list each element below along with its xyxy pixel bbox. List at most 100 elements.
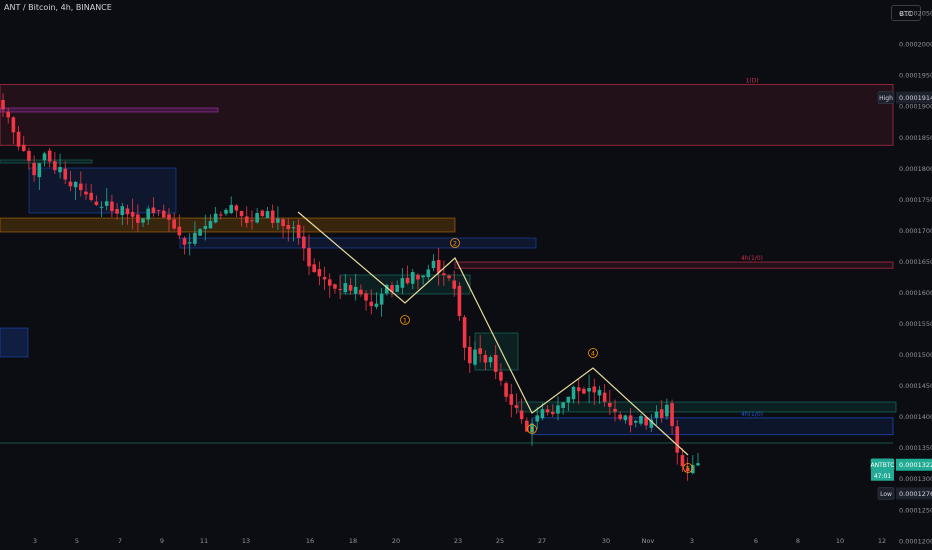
x-tick-label: 7 xyxy=(118,537,122,545)
candle-body xyxy=(89,192,93,200)
candle-body xyxy=(37,163,42,178)
price-value: 0.00012763 xyxy=(899,490,932,498)
candle-body xyxy=(602,392,607,402)
candle-body xyxy=(685,468,690,472)
candle-body xyxy=(307,248,311,267)
candle-body xyxy=(94,201,99,205)
candle-body xyxy=(136,214,140,223)
candle-body xyxy=(177,226,182,236)
candle-body xyxy=(244,216,249,223)
x-tick-label: 12 xyxy=(878,537,886,545)
candle-body xyxy=(416,274,420,280)
candle-body xyxy=(654,411,659,418)
y-tick-label: 0.00019500 xyxy=(899,72,932,80)
candle-body xyxy=(369,301,374,307)
candle-body xyxy=(182,238,187,245)
countdown-label: 47:01 xyxy=(874,473,891,480)
candle-body xyxy=(229,204,234,213)
candle-body xyxy=(58,167,62,173)
candle-body xyxy=(452,280,457,289)
candle-body xyxy=(104,201,109,206)
y-tick-label: 0.00014500 xyxy=(899,382,932,390)
candle-body xyxy=(11,117,16,133)
candle-body xyxy=(146,208,151,220)
y-tick-label: 0.00020500 xyxy=(899,10,932,18)
candle-body xyxy=(239,211,244,217)
candle-body xyxy=(198,229,202,236)
candle-body xyxy=(333,284,337,289)
candle-body xyxy=(680,455,685,467)
candle-body xyxy=(400,278,405,288)
candle-body xyxy=(519,410,524,420)
candle-body xyxy=(390,285,394,292)
y-tick-label: 0.00013000 xyxy=(899,475,932,483)
candle-body xyxy=(1,100,5,110)
candle-body xyxy=(296,224,301,238)
x-tick-label: 27 xyxy=(538,537,546,545)
candle-body xyxy=(265,211,270,219)
candle-body xyxy=(63,168,68,180)
x-tick-label: 16 xyxy=(306,537,314,545)
candle-body xyxy=(483,354,488,363)
wave-label-3: 3 xyxy=(530,426,534,434)
candle-body xyxy=(338,288,342,290)
order-block xyxy=(179,237,537,249)
candle-body xyxy=(592,386,597,393)
candle-body xyxy=(32,162,36,176)
candle-body xyxy=(566,396,571,403)
candle-body xyxy=(208,221,213,229)
candle-body xyxy=(276,218,280,223)
candle-body xyxy=(219,214,223,216)
candle-body xyxy=(597,389,602,396)
candle-body xyxy=(582,388,586,394)
candle-body xyxy=(525,420,529,432)
candle-body xyxy=(172,219,176,229)
y-tick-label: 0.00012500 xyxy=(899,506,932,514)
x-tick-label: 30 xyxy=(602,537,610,545)
candle-body xyxy=(255,213,259,223)
candle-body xyxy=(561,402,565,408)
zone-2 xyxy=(454,261,894,269)
candle-body xyxy=(6,111,10,118)
candle-body xyxy=(608,402,612,407)
candle-body xyxy=(53,161,57,171)
candle-body xyxy=(457,285,462,317)
candle-body xyxy=(270,210,275,223)
candle-body xyxy=(167,214,171,220)
candle-body xyxy=(488,357,493,363)
candle-body xyxy=(374,303,379,307)
x-tick-label: 18 xyxy=(349,537,357,545)
candle-body xyxy=(665,404,669,417)
candle-body xyxy=(130,212,135,217)
x-axis: 3 5 7 9 11 13 16 18 20 23 25 27 30 Nov 3 6 8 10 12 xyxy=(33,537,886,545)
candle-body xyxy=(410,271,415,284)
price-tag-name: Low xyxy=(880,491,892,498)
price-value-box xyxy=(896,487,932,500)
x-tick-label: 25 xyxy=(496,537,504,545)
candle-body xyxy=(447,275,451,279)
y-tick-label: 0.00018500 xyxy=(899,134,932,142)
candle-body xyxy=(312,264,316,272)
candle-body xyxy=(125,208,130,215)
wave-label-circle xyxy=(683,463,693,473)
candle-body xyxy=(509,394,514,405)
candle-body xyxy=(462,317,467,348)
candle-body xyxy=(639,416,643,424)
price-value: 0.00019140 xyxy=(899,94,932,102)
candle-body xyxy=(322,277,327,280)
zone-label: 4h(1/0) xyxy=(741,255,763,262)
candle-body xyxy=(120,206,125,216)
wave-label-1: 1 xyxy=(403,317,407,325)
candle-body xyxy=(550,412,555,415)
zone-3 xyxy=(531,417,894,436)
y-tick-label: 0.00017000 xyxy=(899,227,932,235)
candle-body xyxy=(78,183,83,191)
candle-body xyxy=(405,277,410,284)
currency-unit-button[interactable]: BTC xyxy=(891,5,921,21)
price-value: 0.00013225 xyxy=(899,461,932,469)
candle-body xyxy=(530,423,534,433)
price-tag-name: ANTBTC xyxy=(871,462,895,469)
candle-body xyxy=(436,260,441,273)
order-block xyxy=(0,327,29,358)
